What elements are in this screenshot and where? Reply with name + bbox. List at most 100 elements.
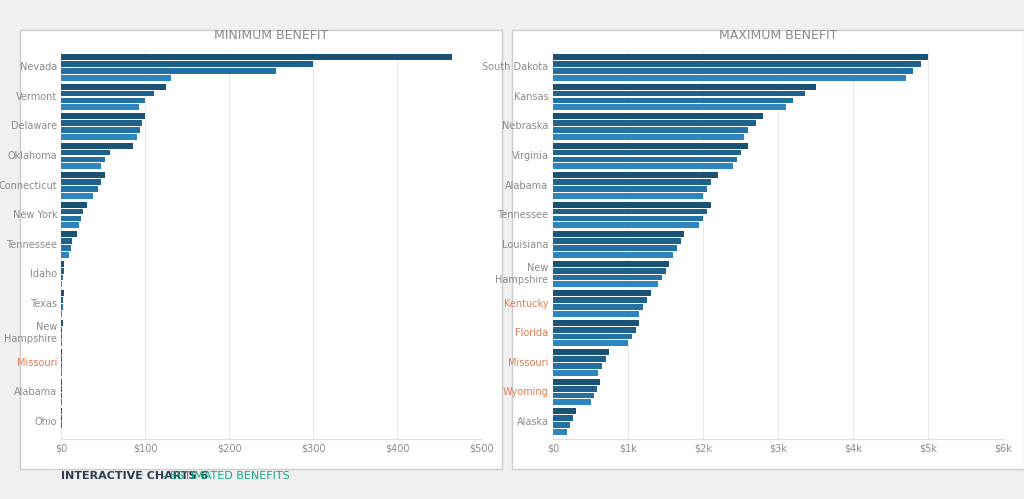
Text: South Dakota: South Dakota [482,62,549,72]
Bar [61,120,142,126]
Text: Texas: Texas [31,298,57,308]
Bar [61,68,275,74]
Bar [553,290,650,296]
Bar [553,97,794,103]
Text: Ohio: Ohio [35,417,57,427]
Text: Kansas: Kansas [514,92,549,102]
Bar [553,61,921,67]
Text: Vermont: Vermont [16,92,57,102]
Bar [553,134,744,140]
Text: New York: New York [12,210,57,220]
Bar [61,290,63,296]
Bar [553,163,733,169]
Bar [61,245,71,251]
Bar [553,268,666,273]
Bar [61,157,105,162]
Bar [61,232,77,237]
Bar [553,327,636,332]
Bar [553,216,703,221]
Bar [61,209,83,215]
Text: New
Hampshire: New Hampshire [4,322,57,344]
Bar [61,127,139,133]
Bar [553,274,662,280]
Text: Alabama: Alabama [505,181,549,191]
Bar [553,75,906,81]
Bar [553,238,681,244]
Text: Nevada: Nevada [20,62,57,72]
Bar [61,223,79,228]
Bar [553,340,628,346]
Bar [553,186,707,192]
Text: Idaho: Idaho [30,269,57,279]
Bar [553,68,913,74]
Bar [553,356,605,362]
Bar [61,134,137,140]
Bar [553,209,707,215]
Bar [61,150,111,156]
Text: - ESTIMATED BENEFITS: - ESTIMATED BENEFITS [159,471,290,481]
Bar [61,238,73,244]
Text: Nebraska: Nebraska [502,121,549,132]
Bar [61,179,101,185]
Text: Florida: Florida [515,328,549,338]
Bar [553,54,929,60]
Bar [61,113,145,119]
Bar [553,193,703,199]
Bar [553,311,639,317]
Text: Missouri: Missouri [16,357,57,368]
Bar [553,333,632,339]
Bar [61,297,63,303]
Bar [553,349,609,355]
Text: Wyoming: Wyoming [503,387,549,397]
Bar [553,143,749,149]
Title: MINIMUM BENEFIT: MINIMUM BENEFIT [214,29,329,42]
Bar [553,172,718,178]
Bar [553,113,763,119]
Bar [553,150,740,156]
Bar [553,399,591,405]
Bar [553,91,805,96]
Bar [61,202,87,208]
Text: Missouri: Missouri [508,357,549,368]
Bar [61,216,81,221]
Bar [61,172,105,178]
Bar [61,84,166,90]
Bar [61,61,313,67]
Bar [553,202,711,208]
Text: Tennessee: Tennessee [498,210,549,220]
Bar [553,408,577,414]
Bar [553,370,598,376]
Bar [61,261,65,266]
Bar [61,252,69,257]
Bar [61,193,93,199]
Text: Louisiana: Louisiana [502,240,549,250]
Bar [553,415,573,421]
Bar [61,97,145,103]
Bar [553,363,602,369]
Bar [553,320,639,326]
Text: INTERACTIVE CHARTS 6: INTERACTIVE CHARTS 6 [61,471,209,481]
Bar [61,91,154,96]
Bar [553,127,749,133]
Bar [61,104,138,110]
Text: Delaware: Delaware [11,121,57,132]
Bar [553,120,756,126]
Bar [553,252,673,257]
Bar [553,304,643,310]
Bar [61,268,63,273]
Bar [61,75,171,81]
Bar [553,393,594,398]
Bar [553,281,658,287]
Bar [61,304,62,310]
Bar [61,320,62,326]
Bar [553,84,816,90]
Bar [553,429,567,435]
Bar [553,232,684,237]
Title: MAXIMUM BENEFIT: MAXIMUM BENEFIT [719,29,838,42]
Bar [61,274,62,280]
Text: Tennessee: Tennessee [6,240,57,250]
Text: Oklahoma: Oklahoma [7,151,57,161]
Bar [61,186,97,192]
Bar [553,297,647,303]
Bar [553,223,699,228]
